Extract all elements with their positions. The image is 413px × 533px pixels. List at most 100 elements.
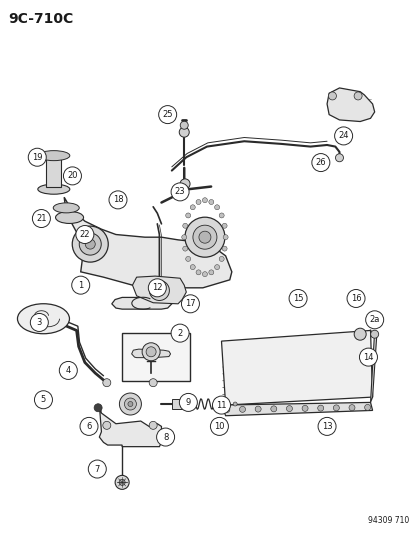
Text: 3: 3 [37,318,42,327]
Text: 8: 8 [163,433,168,441]
Circle shape [109,191,127,209]
Circle shape [202,198,207,203]
Circle shape [354,328,365,340]
Circle shape [149,280,169,301]
Circle shape [148,279,166,297]
Circle shape [185,213,190,218]
Circle shape [222,246,227,251]
Circle shape [179,393,197,411]
Circle shape [85,239,95,249]
Circle shape [190,205,195,210]
Circle shape [348,405,354,410]
Circle shape [34,391,52,409]
Circle shape [301,406,307,411]
Circle shape [88,460,106,478]
Circle shape [328,92,336,100]
Circle shape [30,313,48,332]
Text: 25: 25 [162,110,173,119]
Ellipse shape [17,304,69,334]
Bar [122,333,190,381]
Polygon shape [131,349,170,358]
Circle shape [59,361,77,379]
Text: 20: 20 [67,172,78,180]
Text: 7: 7 [95,465,100,473]
Circle shape [182,246,187,251]
Circle shape [180,179,190,189]
Polygon shape [370,330,376,402]
Circle shape [332,405,339,411]
Polygon shape [112,297,171,309]
Ellipse shape [38,184,70,194]
Circle shape [102,421,111,430]
Text: 14: 14 [362,353,373,361]
Circle shape [32,209,50,228]
Circle shape [364,405,370,410]
Circle shape [223,407,229,413]
Circle shape [142,343,160,361]
Polygon shape [64,197,231,288]
Circle shape [196,270,201,275]
Circle shape [185,217,224,257]
Circle shape [317,417,335,435]
Circle shape [286,406,292,411]
Text: 2: 2 [177,329,182,337]
Circle shape [311,154,329,172]
Circle shape [94,403,102,412]
Circle shape [150,288,158,296]
Circle shape [71,276,90,294]
Circle shape [214,264,219,270]
Text: 13: 13 [321,422,332,431]
Circle shape [270,406,276,412]
Text: 17: 17 [185,300,195,308]
Text: 9: 9 [185,398,190,407]
Ellipse shape [38,151,70,160]
Circle shape [115,475,129,489]
Text: 15: 15 [292,294,303,303]
Circle shape [156,428,174,446]
Circle shape [335,154,343,162]
Circle shape [190,264,195,270]
Polygon shape [46,155,61,187]
Text: 1: 1 [78,281,83,289]
Text: 94309 710: 94309 710 [367,516,408,525]
Circle shape [185,256,190,261]
Circle shape [79,233,101,255]
Circle shape [158,106,176,124]
Circle shape [346,289,364,308]
Circle shape [181,235,186,240]
Circle shape [180,121,188,130]
Circle shape [353,92,361,100]
Circle shape [192,225,216,249]
Circle shape [119,393,141,415]
Circle shape [63,167,81,185]
Circle shape [358,348,377,366]
Circle shape [222,223,227,228]
Text: 2a: 2a [368,316,379,324]
Circle shape [317,405,323,411]
Text: 11: 11 [216,401,226,409]
Circle shape [102,378,111,387]
Circle shape [80,417,98,435]
Text: 24: 24 [337,132,348,140]
Text: 6: 6 [86,422,91,431]
Polygon shape [221,402,372,416]
Circle shape [146,347,156,357]
Circle shape [239,406,245,413]
Circle shape [218,256,223,261]
Circle shape [365,311,383,329]
Circle shape [208,270,213,275]
Circle shape [171,324,189,342]
Text: 23: 23 [174,188,185,196]
Polygon shape [99,405,161,447]
Circle shape [334,127,352,145]
Circle shape [214,205,219,210]
Circle shape [149,421,157,430]
Text: 16: 16 [350,294,361,303]
Ellipse shape [53,203,79,213]
Circle shape [72,226,108,262]
Circle shape [124,398,136,410]
Text: 4: 4 [66,366,71,375]
Circle shape [370,330,378,338]
Bar [172,399,188,409]
Text: 18: 18 [112,196,123,204]
